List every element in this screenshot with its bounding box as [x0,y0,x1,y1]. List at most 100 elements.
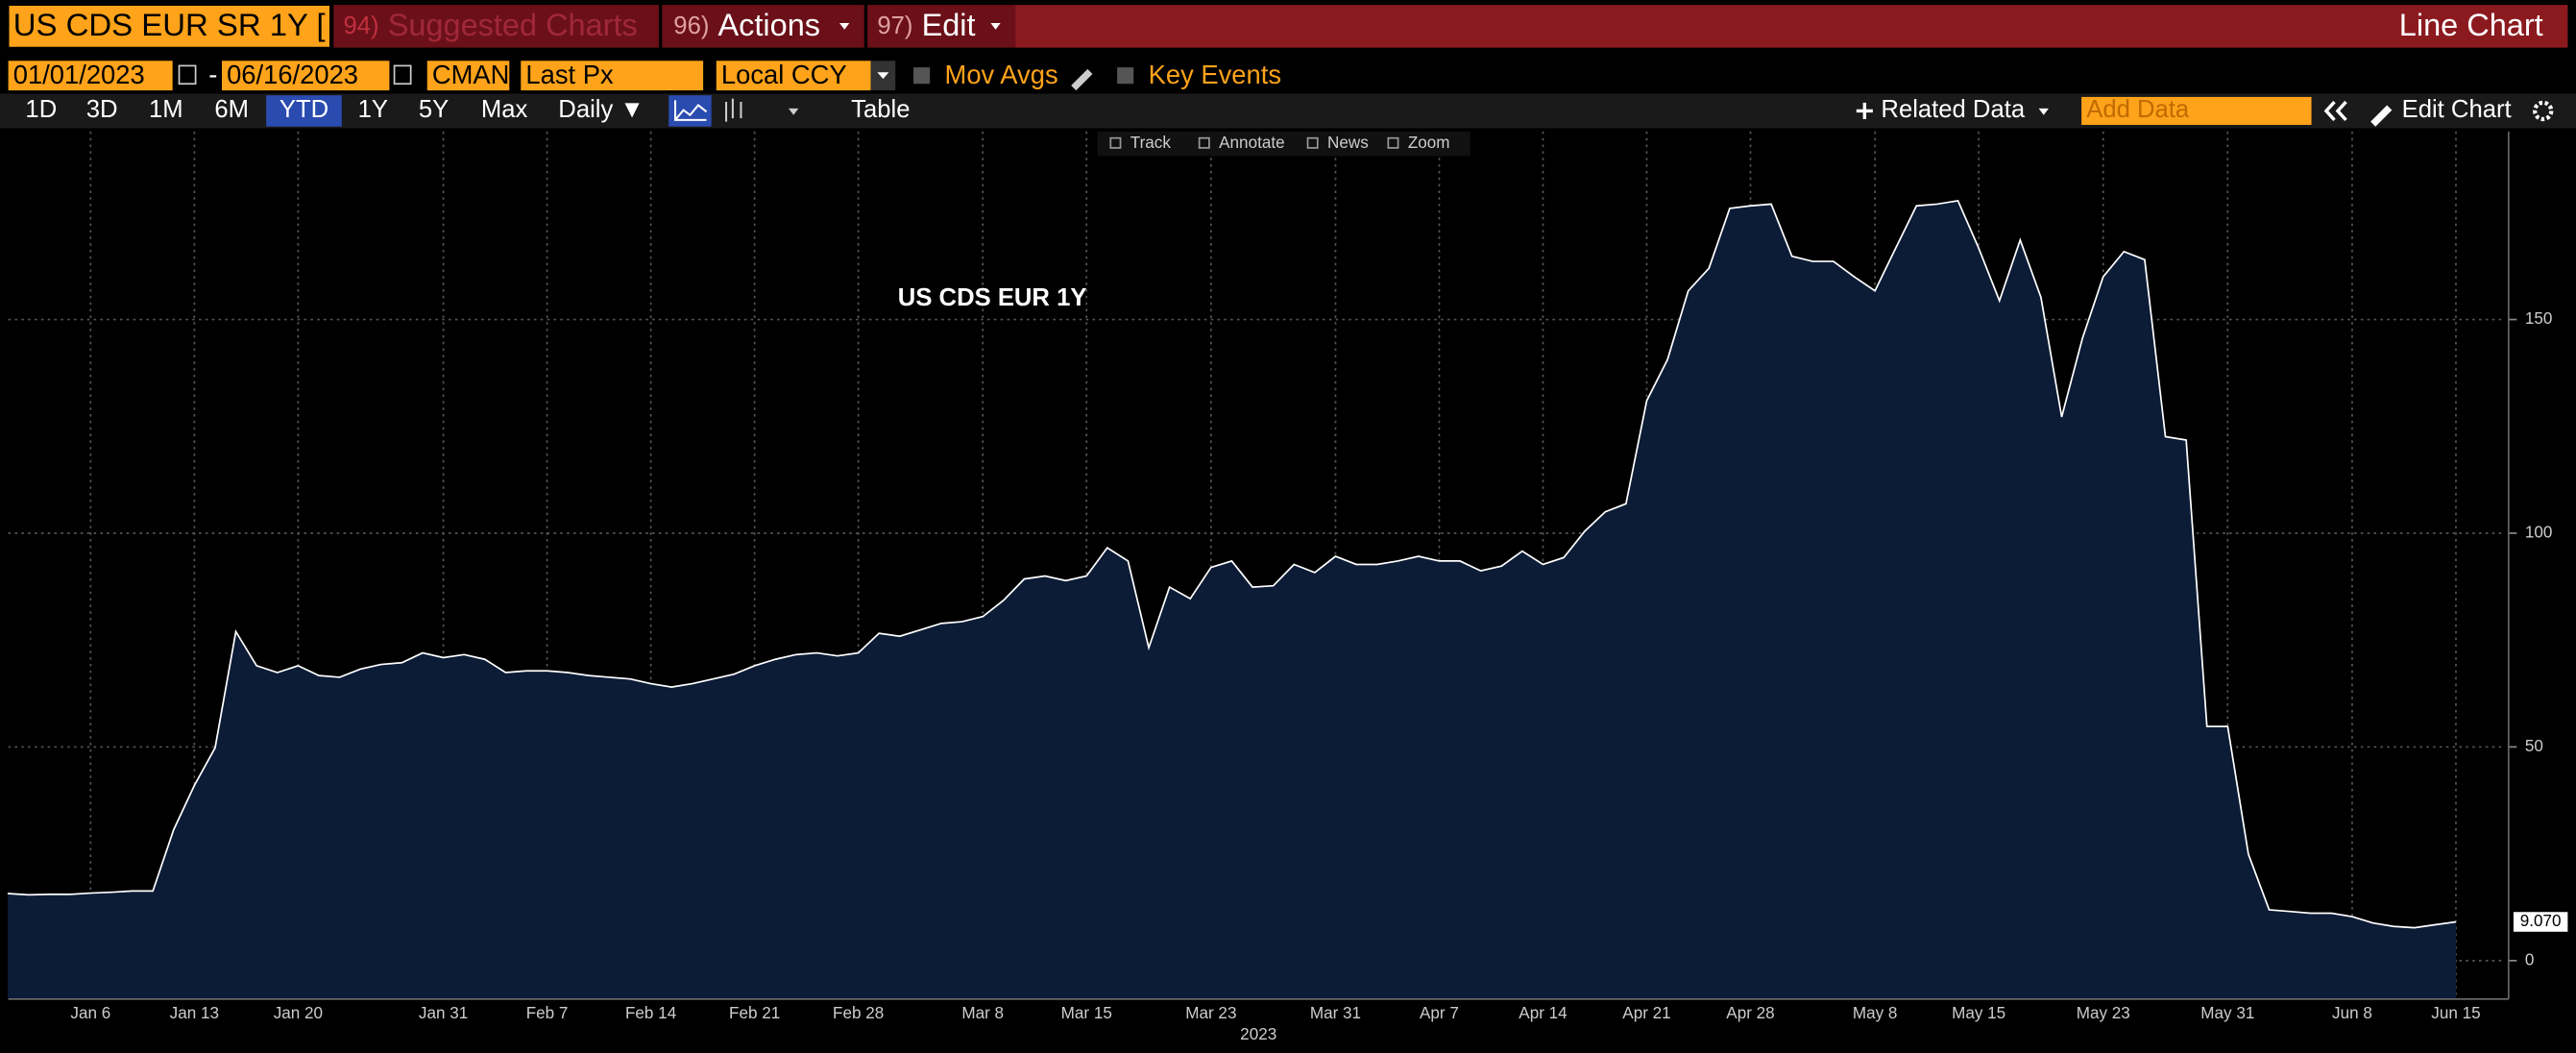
dropdown-arrow [877,72,889,80]
period-button[interactable]: 1D [25,96,57,123]
last-value-label: 9.070 [2520,912,2562,930]
x-tick-label: Apr 7 [1420,1004,1459,1022]
x-tick-label: Apr 28 [1726,1004,1774,1022]
period-button[interactable]: 1M [149,96,183,123]
start-date[interactable]: 01/01/2023 [13,60,145,89]
edit-chart[interactable]: Edit Chart [2402,96,2512,123]
suggested-button[interactable] [333,5,659,48]
x-axis-label: 2023 [1240,1025,1276,1043]
pencil-icon[interactable] [1071,68,1093,91]
related-data[interactable]: Related Data [1881,96,2025,123]
x-tick-label: May 15 [1952,1004,2005,1022]
source[interactable]: CMAN [432,60,510,89]
y-tick-label: 50 [2525,737,2543,755]
start-date-field[interactable] [8,61,173,91]
x-tick-label: May 23 [2077,1004,2130,1022]
menu-label[interactable]: Suggested Charts [388,8,638,42]
x-tick-label: Feb 21 [729,1004,780,1022]
chart-tool[interactable]: Zoom [1408,134,1450,152]
y-tick-label: 150 [2525,309,2553,328]
menu-number[interactable]: 97) [877,12,912,39]
x-tick-label: May 8 [1853,1004,1898,1022]
mov-avgs[interactable]: Mov Avgs [945,60,1058,89]
security-field[interactable] [7,4,331,49]
x-tick-label: Mar 23 [1185,1004,1236,1022]
x-tick-label: Jun 8 [2332,1004,2372,1022]
key-events[interactable]: Key Events [1149,60,1281,89]
tool-icon [1306,136,1319,149]
key-events-checkbox[interactable] [1117,67,1134,85]
line-chart-icon [674,100,708,121]
x-tick-label: May 31 [2200,1004,2254,1022]
annotation: US CDS EUR 1Y [898,284,1087,311]
table-button[interactable]: Table [851,96,910,123]
period-button[interactable]: 5Y [419,96,449,123]
field[interactable]: Last Px [525,60,614,89]
period-button[interactable]: 6M [214,96,249,123]
period-button[interactable]: 3D [86,96,118,123]
settings-icon[interactable] [2533,100,2554,122]
chart-tool[interactable]: News [1327,134,1369,152]
bar-chart-icon[interactable] [725,98,742,122]
plus-icon [1856,102,1873,120]
end-date[interactable]: 06/16/2023 [227,60,358,89]
line [7,199,2457,929]
selected-period [266,95,342,127]
area [7,200,2456,999]
currency-field[interactable] [716,61,871,91]
chart-tool[interactable]: Track [1130,134,1172,152]
title-bar [1015,5,2568,48]
collapse-icon[interactable] [2323,100,2347,122]
x-tick-label: Mar 8 [961,1004,1004,1022]
x-tick-label: Jun 15 [2431,1004,2480,1022]
calendar-icon[interactable] [393,64,412,86]
add-data[interactable]: Add Data [2086,96,2190,123]
x-tick-label: Feb 14 [625,1004,676,1022]
tool-icon [1387,136,1399,149]
menu-label[interactable]: Actions [718,8,821,42]
chart-kind: Line Chart [2399,8,2543,42]
pencil-icon [2370,105,2393,127]
period-button[interactable]: 1Y [358,96,388,123]
y-tick-label: 100 [2525,524,2553,542]
add-data-field[interactable] [2081,96,2312,125]
x-tick-label: Jan 31 [419,1004,468,1022]
tool-icon [1109,136,1122,149]
dropdown-arrow[interactable] [789,108,799,115]
edit-button[interactable] [867,5,1016,48]
calendar-icon[interactable] [178,64,197,86]
end-date-field[interactable] [221,61,390,91]
period-button[interactable]: YTD [279,96,328,123]
menu-number[interactable]: 94) [344,12,379,39]
x-tick-label: Feb 7 [526,1004,569,1022]
x-tick-label: Jan 20 [274,1004,323,1022]
x-tick-label: Feb 28 [833,1004,884,1022]
series [7,199,2457,999]
separator: - [208,60,217,89]
frequency[interactable]: Daily ▼ [558,96,644,123]
mov-avgs-checkbox[interactable] [913,67,931,85]
tool-icon [1198,136,1210,149]
chart-tool[interactable]: Annotate [1219,134,1284,152]
x-tick-label: Apr 21 [1622,1004,1670,1022]
x-tick-label: Jan 6 [70,1004,110,1022]
x-tick-label: Mar 15 [1061,1004,1112,1022]
dropdown-arrow [2038,108,2049,115]
x-tick-label: Apr 14 [1519,1004,1567,1022]
source-field[interactable] [426,61,510,91]
chart-tools-bar [1097,131,1470,157]
period-button[interactable]: Max [481,96,528,123]
menu-label[interactable]: Edit [922,8,976,42]
field-field[interactable] [521,61,704,91]
last-value-box [2513,912,2568,932]
actions-button[interactable] [662,5,864,48]
currency[interactable]: Local CCY [721,60,847,89]
x-tick-label: Jan 13 [170,1004,219,1022]
labels: US CDS EUR SR 1Y [ 94) Suggested Charts 96)… [13,8,2568,1043]
security-text[interactable]: US CDS EUR SR 1Y [ [13,8,326,42]
y-tick-label: 0 [2525,950,2535,968]
menu-number[interactable]: 96) [673,12,709,39]
x-tick-label: Mar 31 [1310,1004,1361,1022]
